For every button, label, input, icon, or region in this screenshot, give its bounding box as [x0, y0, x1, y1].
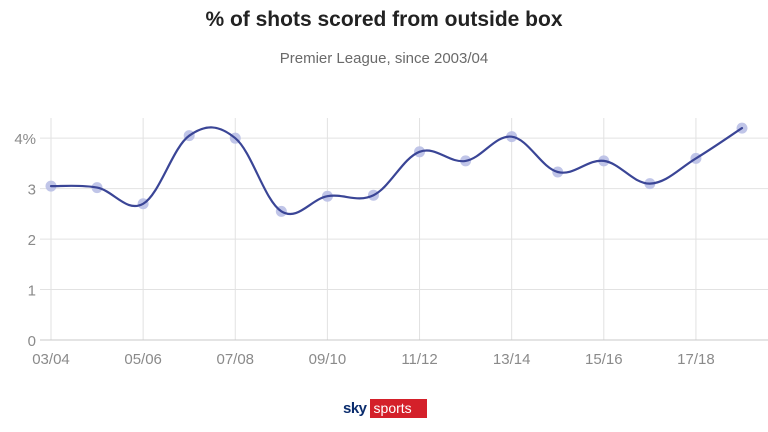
grid-lines — [40, 118, 768, 340]
series-line — [49, 126, 744, 215]
data-points — [45, 122, 748, 217]
y-tick-label: 2 — [28, 232, 36, 249]
y-tick-label: 0 — [28, 333, 36, 350]
x-tick-label: 03/04 — [32, 351, 70, 368]
sky-sports-logo: sky sports — [341, 399, 427, 418]
tick-labels: 0 1 2 3 4% 03/04 05/06 07/08 09/10 11/12 13/14 15/1… — [14, 131, 714, 368]
y-tick-label: 4% — [14, 131, 36, 148]
x-tick-label: 09/10 — [309, 351, 347, 368]
chart-title: % of shots scored from outside box — [205, 8, 563, 31]
x-tick-label: 15/16 — [585, 351, 623, 368]
chart-subtitle: Premier League, since 2003/04 — [279, 50, 489, 67]
logo-sports-text: sports — [369, 399, 427, 418]
logo-sky-text: sky — [341, 399, 370, 418]
x-tick-label: 13/14 — [493, 351, 531, 368]
x-tick-label: 11/12 — [401, 351, 437, 368]
x-tick-label: 05/06 — [124, 351, 162, 368]
x-tick-label: 07/08 — [216, 351, 254, 368]
y-tick-label: 3 — [28, 182, 36, 199]
x-tick-label: 17/18 — [677, 351, 715, 368]
y-tick-label: 1 — [28, 283, 36, 300]
series-path — [49, 126, 744, 215]
